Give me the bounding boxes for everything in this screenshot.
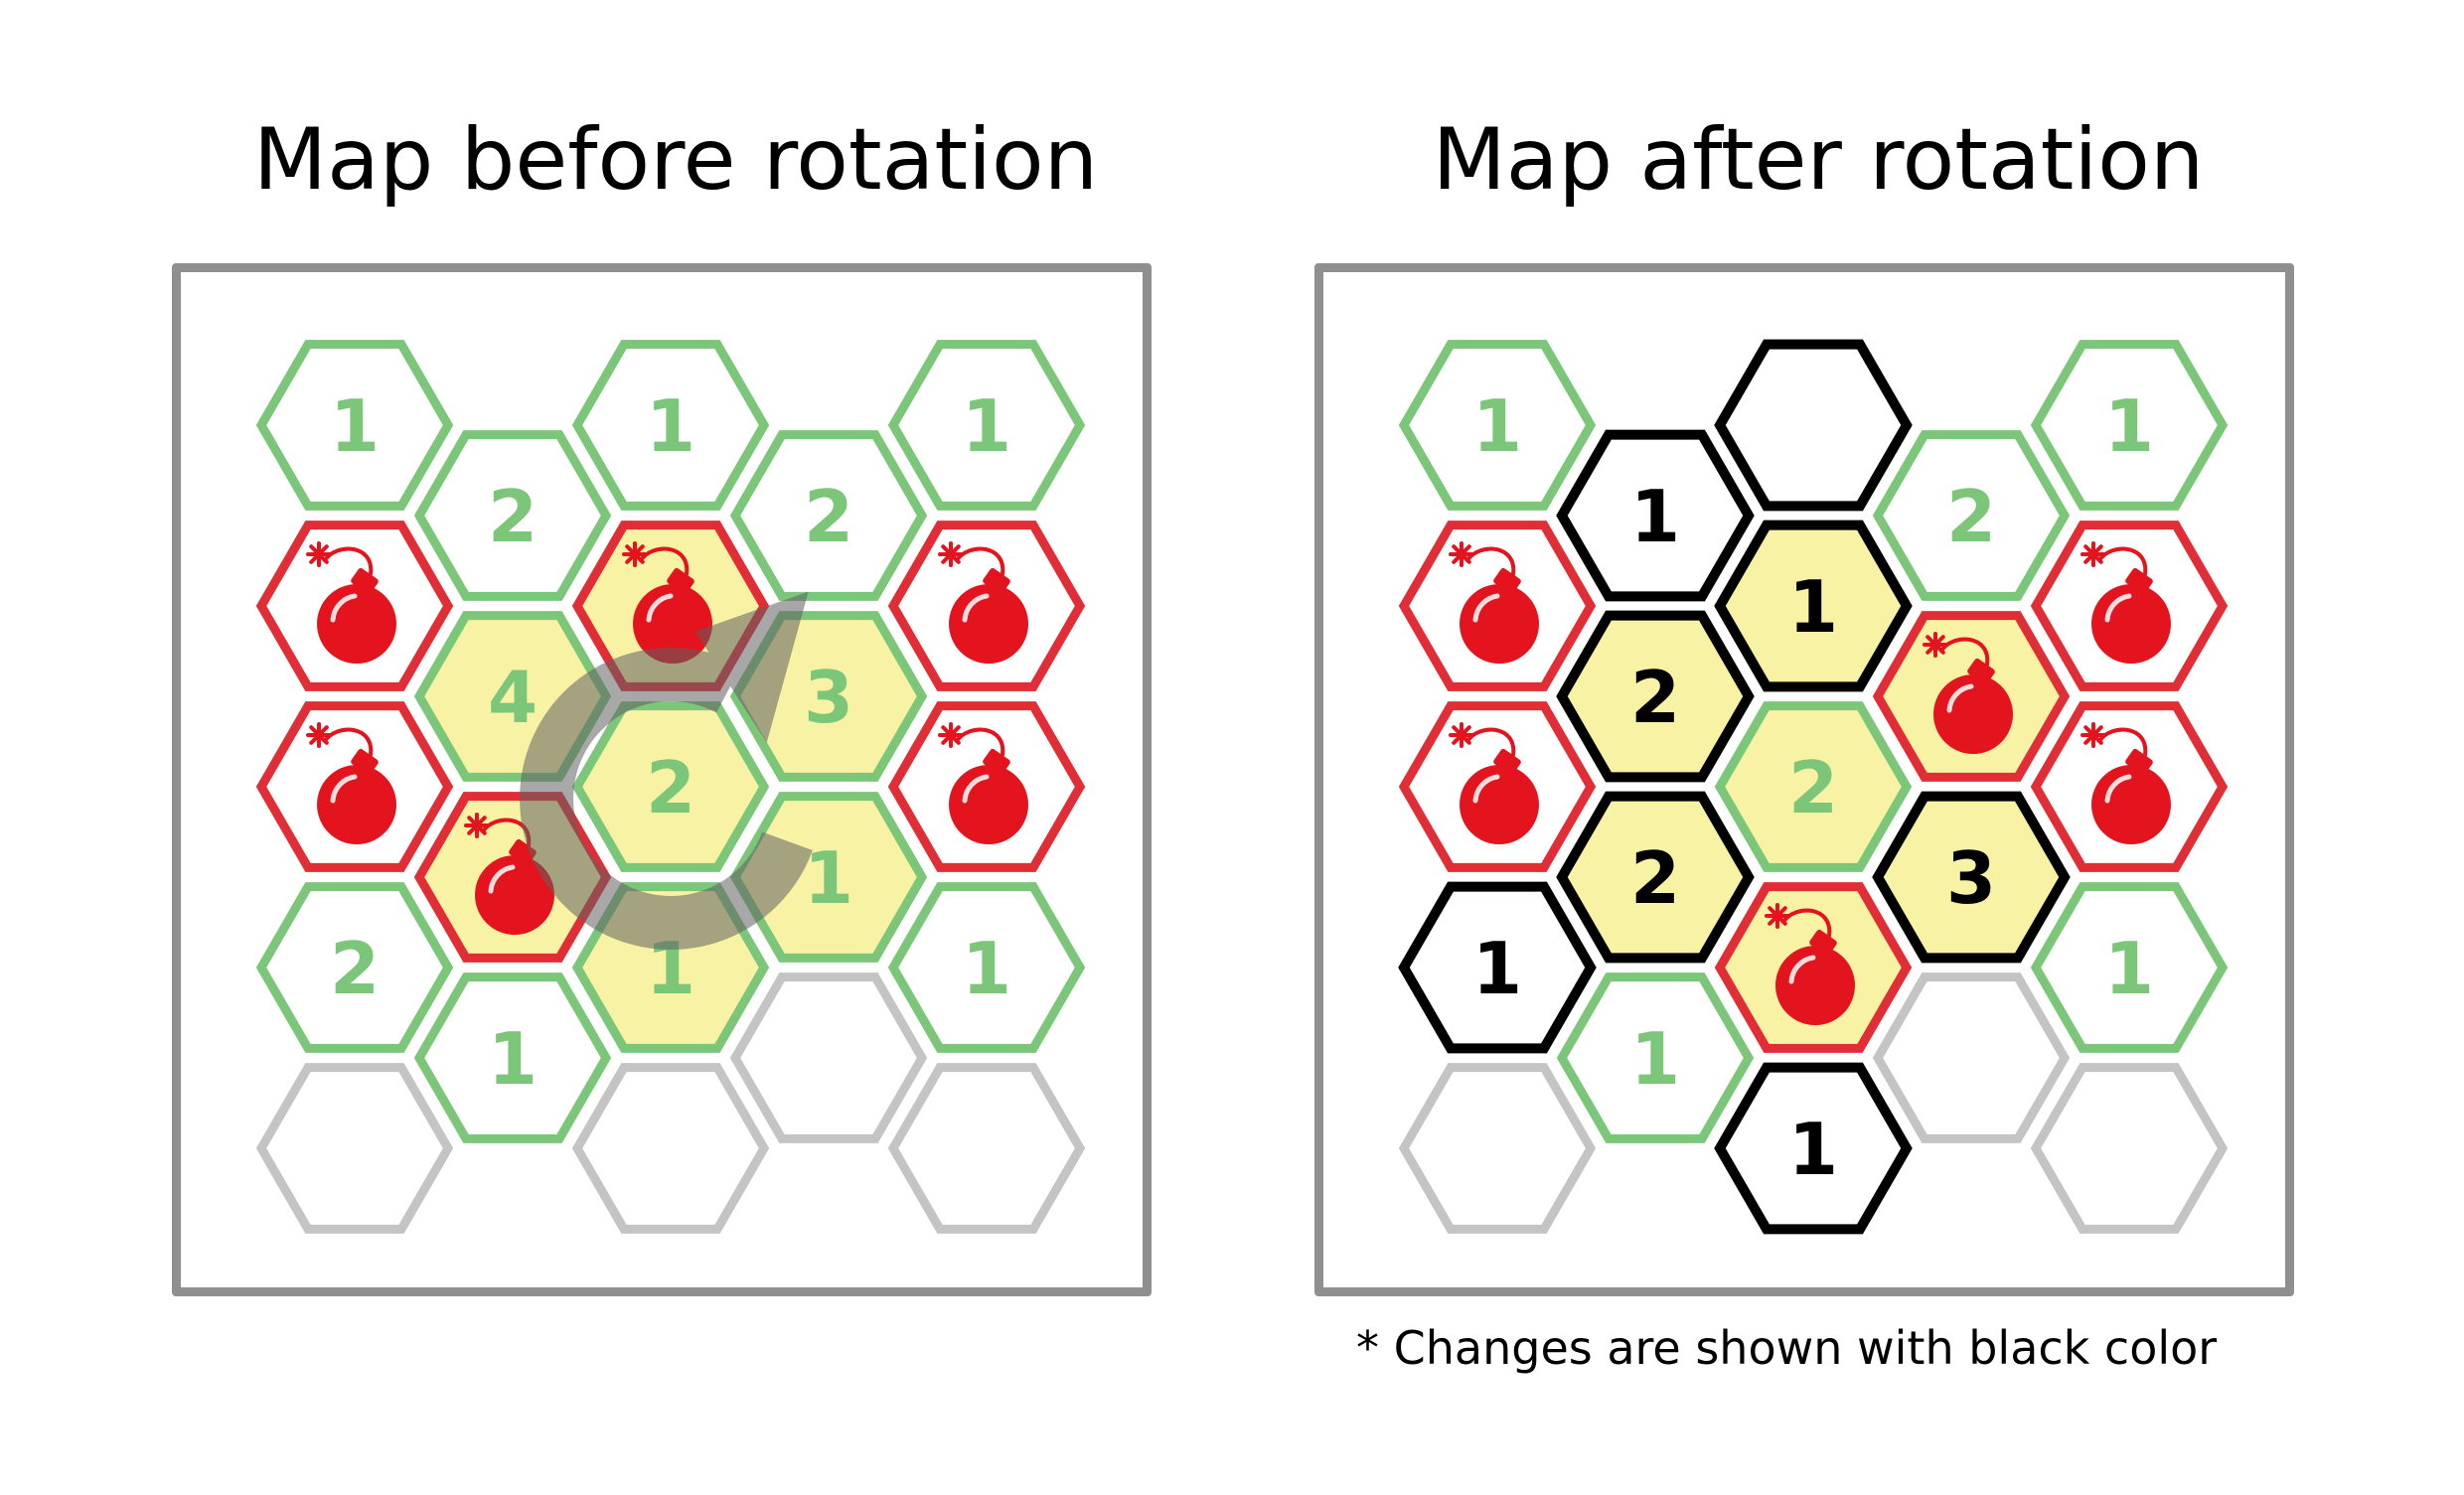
bomb-icon bbox=[622, 541, 712, 664]
hex-tile-number-c1-r1[interactable]: 2 bbox=[1556, 610, 1755, 783]
hex-tile-bomb-c3-r1[interactable] bbox=[1872, 611, 2071, 782]
bomb-icon bbox=[306, 722, 396, 844]
title-after-rotation: Map after rotation bbox=[1432, 110, 2205, 210]
hex-number: 1 bbox=[962, 384, 1011, 468]
hex-number: 2 bbox=[646, 746, 695, 829]
bomb-icon bbox=[1923, 632, 2013, 754]
hex-tile-number-c2-r2[interactable]: 2 bbox=[1714, 701, 1913, 872]
bomb-icon bbox=[1765, 903, 1855, 1025]
hex-number: 1 bbox=[962, 927, 1011, 1010]
hex-tile-number-c4-r0[interactable]: 1 bbox=[887, 340, 1086, 511]
hex-number: 1 bbox=[1630, 1017, 1680, 1101]
hex-tile-bomb-c4-r1[interactable] bbox=[2030, 521, 2229, 691]
changes-note: * Changes are shown with black color bbox=[1356, 1321, 2218, 1375]
hex-number: 1 bbox=[1472, 927, 1522, 1010]
hex-tile-bomb-c0-r1[interactable] bbox=[1398, 521, 1597, 691]
hex-number: 2 bbox=[804, 475, 853, 558]
hex-tile-number-c2-r0[interactable]: 1 bbox=[571, 340, 770, 511]
hex-number: 1 bbox=[330, 384, 380, 468]
hex-number: 2 bbox=[488, 475, 538, 558]
hex-tile-empty-c0-r4[interactable] bbox=[1398, 1063, 1597, 1234]
hex-number: 1 bbox=[2104, 384, 2154, 468]
hex-number: 1 bbox=[646, 384, 695, 468]
hex-tile-number-c4-r3[interactable]: 1 bbox=[887, 882, 1086, 1053]
hex-number: 1 bbox=[1788, 565, 1838, 649]
rotation-arrow bbox=[520, 591, 813, 950]
hex-tile-bomb-c4-r1[interactable] bbox=[887, 521, 1086, 691]
hex-tile-number-c0-r3[interactable]: 1 bbox=[1398, 881, 1597, 1054]
hex-tile-bomb-c2-r3[interactable] bbox=[1714, 882, 1913, 1053]
bomb-icon bbox=[1449, 541, 1539, 664]
hex-tile-number-c1-r0[interactable]: 1 bbox=[1556, 429, 1755, 602]
hex-tile-empty-c4-r4[interactable] bbox=[887, 1063, 1086, 1234]
hex-tile-bomb-c4-r2[interactable] bbox=[2030, 701, 2229, 872]
title-before-rotation: Map before rotation bbox=[252, 110, 1099, 210]
bomb-icon bbox=[464, 813, 554, 935]
hex-tile-empty-c2-r0[interactable] bbox=[1714, 339, 1913, 512]
hex-number: 1 bbox=[488, 1017, 538, 1101]
hex-number: 1 bbox=[2104, 927, 2154, 1010]
hex-tile-bomb-c0-r2[interactable] bbox=[1398, 701, 1597, 872]
hex-number: 3 bbox=[1946, 836, 1996, 920]
hex-number: 1 bbox=[1788, 1108, 1838, 1191]
hex-tile-empty-c4-r4[interactable] bbox=[2030, 1063, 2229, 1234]
bomb-icon bbox=[1449, 722, 1539, 844]
hex-tile-number-c0-r0[interactable]: 1 bbox=[255, 340, 454, 511]
bomb-icon bbox=[938, 722, 1028, 844]
hex-number: 1 bbox=[804, 836, 853, 920]
hex-tile-number-c0-r3[interactable]: 2 bbox=[255, 882, 454, 1053]
hex-number: 3 bbox=[804, 656, 853, 739]
hex-tile-number-c1-r0[interactable]: 2 bbox=[413, 430, 612, 601]
bomb-icon bbox=[2080, 722, 2171, 844]
hex-map-after: 1 1 2 2 1 1 1 1 2 2 1 1 3 bbox=[1398, 339, 2229, 1235]
hex-tile-bomb-c0-r2[interactable] bbox=[255, 701, 454, 872]
hex-number: 1 bbox=[1630, 475, 1680, 558]
map-after-panel: 1 1 2 2 1 1 1 1 2 2 1 1 3 bbox=[1314, 263, 2294, 1296]
hex-tile-number-c0-r0[interactable]: 1 bbox=[1398, 340, 1597, 511]
bomb-icon bbox=[306, 541, 396, 664]
hex-tile-number-c1-r2[interactable]: 2 bbox=[1556, 791, 1755, 964]
hex-number: 2 bbox=[1788, 746, 1838, 829]
bomb-icon bbox=[2080, 541, 2171, 664]
bomb-icon bbox=[938, 541, 1028, 664]
hex-tile-empty-c0-r4[interactable] bbox=[255, 1063, 454, 1234]
hex-tile-number-c2-r1[interactable]: 1 bbox=[1714, 520, 1913, 692]
hex-tile-number-c3-r0[interactable]: 2 bbox=[729, 430, 928, 601]
hex-number: 2 bbox=[1630, 836, 1680, 920]
hex-tile-empty-c3-r3[interactable] bbox=[729, 972, 928, 1143]
hex-tile-number-c1-r3[interactable]: 1 bbox=[413, 972, 612, 1143]
hex-number: 4 bbox=[488, 656, 538, 739]
hex-tile-empty-c3-r3[interactable] bbox=[1872, 972, 2071, 1143]
hex-tile-number-c4-r3[interactable]: 1 bbox=[2030, 882, 2229, 1053]
hex-tile-number-c3-r0[interactable]: 2 bbox=[1872, 430, 2071, 601]
hex-tile-bomb-c4-r2[interactable] bbox=[887, 701, 1086, 872]
hex-number: 1 bbox=[1472, 384, 1522, 468]
hex-tile-number-c2-r2[interactable]: 2 bbox=[571, 701, 770, 872]
hex-number: 2 bbox=[330, 927, 380, 1010]
hex-tile-number-c2-r4[interactable]: 1 bbox=[1714, 1062, 1913, 1235]
hex-number: 2 bbox=[1946, 475, 1996, 558]
hex-tile-number-c1-r3[interactable]: 1 bbox=[1556, 972, 1755, 1143]
hex-number: 2 bbox=[1630, 656, 1680, 739]
hex-tile-empty-c2-r4[interactable] bbox=[571, 1063, 770, 1234]
hex-tile-bomb-c0-r1[interactable] bbox=[255, 521, 454, 691]
hex-tile-number-c4-r0[interactable]: 1 bbox=[2030, 340, 2229, 511]
hex-tile-number-c3-r2[interactable]: 3 bbox=[1872, 791, 2071, 964]
